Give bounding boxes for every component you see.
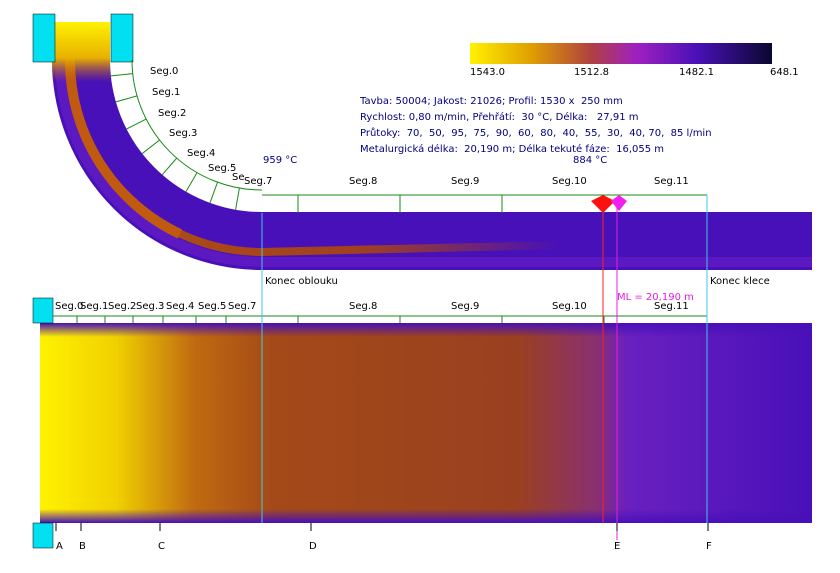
arc-grid-line <box>126 118 147 130</box>
info-line: Rychlost: 0,80 m/min, Přehřátí: 30 °C, D… <box>360 111 638 123</box>
segment-label: Seg.9 <box>451 176 479 187</box>
colorbar-label: 648.1 <box>770 67 799 78</box>
arc-grid-line <box>161 157 178 176</box>
axis-ticks <box>55 523 709 531</box>
roll-block <box>32 297 54 324</box>
segment-label: Seg.11 <box>654 176 689 187</box>
segment-label: Seg.1 <box>152 87 180 98</box>
segment-bar <box>262 194 707 213</box>
info-line: Tavba: 50004; Jakost: 21026; Profil: 153… <box>359 96 623 107</box>
segment-label: Seg.5 <box>198 301 226 312</box>
segment-label: Seg.0 <box>55 301 83 312</box>
segment-label: Seg.4 <box>166 301 194 312</box>
colorbar-label: 1512.8 <box>574 67 609 78</box>
segment-label: Seg.1 <box>80 301 108 312</box>
temperature: 884 °C <box>573 155 607 166</box>
axis-label: A <box>56 541 63 552</box>
segment-label: Seg.5 <box>208 163 236 174</box>
axis-label: F <box>706 541 712 552</box>
segment-label: Seg.2 <box>108 301 136 312</box>
arc-grid-line <box>209 181 219 204</box>
arc-grid-line <box>110 73 133 77</box>
segment-label: Seg.8 <box>349 176 377 187</box>
arc-grid-line <box>115 95 138 103</box>
ml-label: ML = 20,190 m <box>617 292 694 303</box>
segment-label: Seg.10 <box>552 301 587 312</box>
info-line: Metalurgická délka: 20,190 m; Délka teku… <box>360 143 664 155</box>
roll-block <box>32 13 56 63</box>
segment-label: Seg.10 <box>552 176 587 187</box>
segment-bar <box>53 315 707 323</box>
colorbar-label: 1482.1 <box>679 67 714 78</box>
arc-segments <box>110 59 263 210</box>
segment-label: Seg.2 <box>158 108 186 119</box>
arc-grid-line <box>141 139 160 154</box>
segment-label: Seg.4 <box>187 148 215 159</box>
segment-label: Seg.11 <box>654 301 689 312</box>
axis-label: B <box>79 541 86 552</box>
colorbar-label: 1543.0 <box>470 67 505 78</box>
colorbar <box>470 43 772 64</box>
axis-label: C <box>158 541 165 552</box>
roll-block <box>110 13 134 63</box>
axis-label: D <box>309 541 317 552</box>
arc-grid-line <box>131 59 263 191</box>
segment-label: Se <box>232 172 245 183</box>
segment-label: Seg.8 <box>349 301 377 312</box>
marker <box>611 195 627 211</box>
temperature: 959 °C <box>263 155 297 166</box>
segment-label: Seg.3 <box>169 128 197 139</box>
segment-label: Seg.7 <box>244 176 272 187</box>
segment-label: Seg.3 <box>136 301 164 312</box>
bottom-strand <box>40 323 812 523</box>
arc-grid-line <box>185 172 198 192</box>
segment-label: Seg.7 <box>228 301 256 312</box>
top-strand <box>52 22 812 270</box>
label: Konec klece <box>710 276 770 287</box>
info-line: Průtoky: 70, 50, 95, 75, 90, 60, 80, 40,… <box>360 127 712 139</box>
segment-label: Seg.9 <box>451 301 479 312</box>
label: Konec oblouku <box>265 276 338 287</box>
segment-label: Seg.0 <box>150 66 178 77</box>
roll-block <box>32 522 54 549</box>
marker <box>591 195 615 213</box>
arc-grid-line <box>235 187 240 210</box>
axis-label: E <box>614 541 620 552</box>
